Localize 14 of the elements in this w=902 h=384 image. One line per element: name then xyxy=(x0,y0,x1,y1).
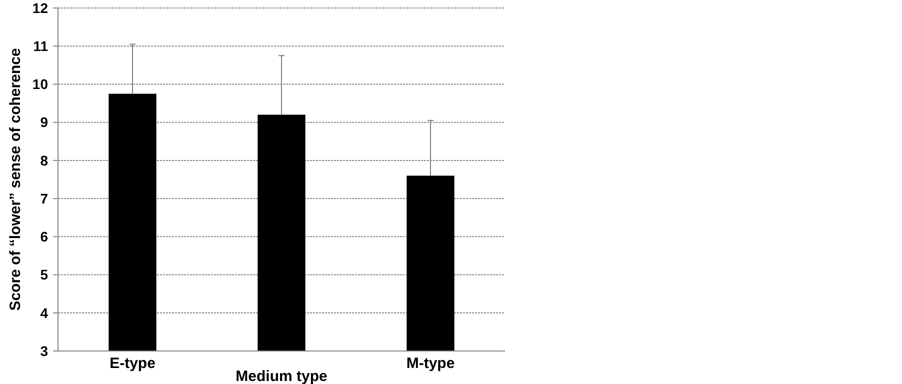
y-axis-title: Score of “lower” sense of coherence xyxy=(7,48,24,311)
y-tick-label: 10 xyxy=(32,76,48,92)
y-tick-label: 3 xyxy=(40,342,48,359)
y-tick-label: 5 xyxy=(40,266,48,283)
y-tick-label: 9 xyxy=(40,114,48,130)
x-tick-label: Medium type xyxy=(236,368,328,384)
y-tick-label: 6 xyxy=(40,228,48,245)
y-tick-label: 12 xyxy=(32,0,48,16)
x-tick-label: M-type xyxy=(406,355,455,372)
y-tick-label: 4 xyxy=(40,304,48,321)
y-tick-label: 7 xyxy=(40,190,48,206)
y-tick-label: 8 xyxy=(40,152,48,168)
y-tick-label: 11 xyxy=(33,38,48,54)
x-tick-label: E-type xyxy=(110,355,156,372)
